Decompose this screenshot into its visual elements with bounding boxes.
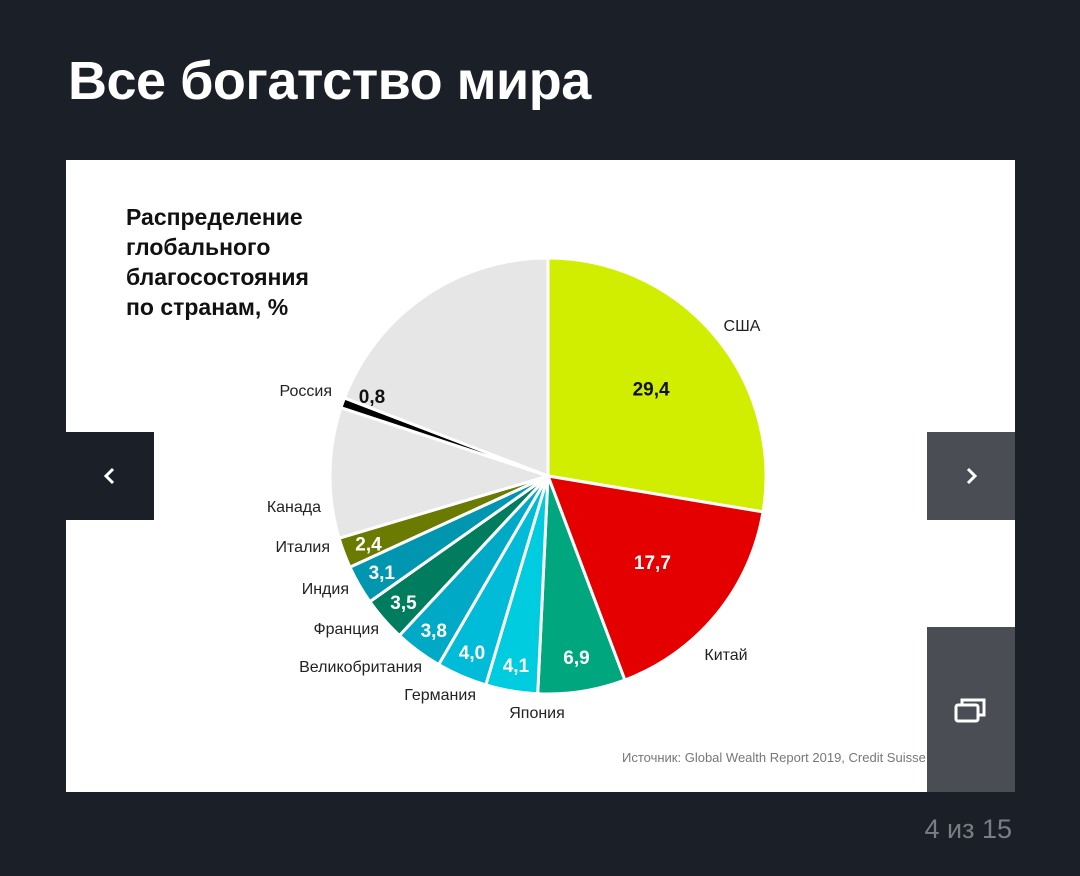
chart-title-line: Распределение xyxy=(126,204,303,230)
category-label-usa: США xyxy=(724,318,761,335)
category-label-russia: Россия xyxy=(280,383,332,400)
value-label-china: 17,7 xyxy=(634,553,671,574)
page-title: Все богатство мира xyxy=(68,51,591,111)
value-label-italy: 3,1 xyxy=(369,563,396,584)
category-label-china: Китай xyxy=(704,647,747,664)
slide-frame: Распределение глобального благосостояния… xyxy=(66,160,1015,792)
source-note: Источник: Global Wealth Report 2019, Cre… xyxy=(622,750,926,765)
category-label-india: Индия xyxy=(302,581,349,598)
value-label-usa: 29,4 xyxy=(633,380,670,401)
chart-title-line: благосостояния xyxy=(126,264,309,290)
category-label-france: Франция xyxy=(313,621,379,638)
value-label-japan: 6,9 xyxy=(563,648,589,669)
pie-slice-china xyxy=(546,474,765,682)
category-label-japan: Япония xyxy=(509,705,565,722)
pie-slice-usa xyxy=(546,256,768,514)
chart-title-line: глобального xyxy=(126,234,271,260)
chevron-left-icon xyxy=(103,467,115,485)
chart-title-line: по странам, % xyxy=(126,294,289,320)
pie-slice-other xyxy=(342,256,550,478)
pie-chart: 29,4 США 17,7 Китай 6,9 Япония 4,1 Германия 4,0 В… xyxy=(267,256,768,722)
category-label-uk: Великобритания xyxy=(299,659,422,676)
pie-slice-other xyxy=(328,406,550,540)
value-label-russia: 0,8 xyxy=(359,387,385,408)
category-label-germany: Германия xyxy=(404,687,476,704)
chart-title: Распределение глобального благосостояния… xyxy=(126,202,386,322)
category-label-canada: Канада xyxy=(267,499,321,516)
next-slide-button[interactable] xyxy=(927,432,1015,520)
chevron-right-icon xyxy=(966,467,978,485)
value-label-uk: 4,0 xyxy=(459,643,485,664)
gallery-expand-button[interactable] xyxy=(927,627,1015,792)
previous-slide-button[interactable] xyxy=(66,432,154,520)
category-label-italy: Италия xyxy=(276,539,330,556)
value-label-india: 3,5 xyxy=(390,593,417,614)
value-label-france: 3,8 xyxy=(421,621,447,642)
gallery-expand-icon xyxy=(954,698,986,722)
value-label-canada: 2,4 xyxy=(355,535,382,556)
slide-counter: 4 из 15 xyxy=(924,814,1012,844)
value-label-germany: 4,1 xyxy=(503,656,530,677)
